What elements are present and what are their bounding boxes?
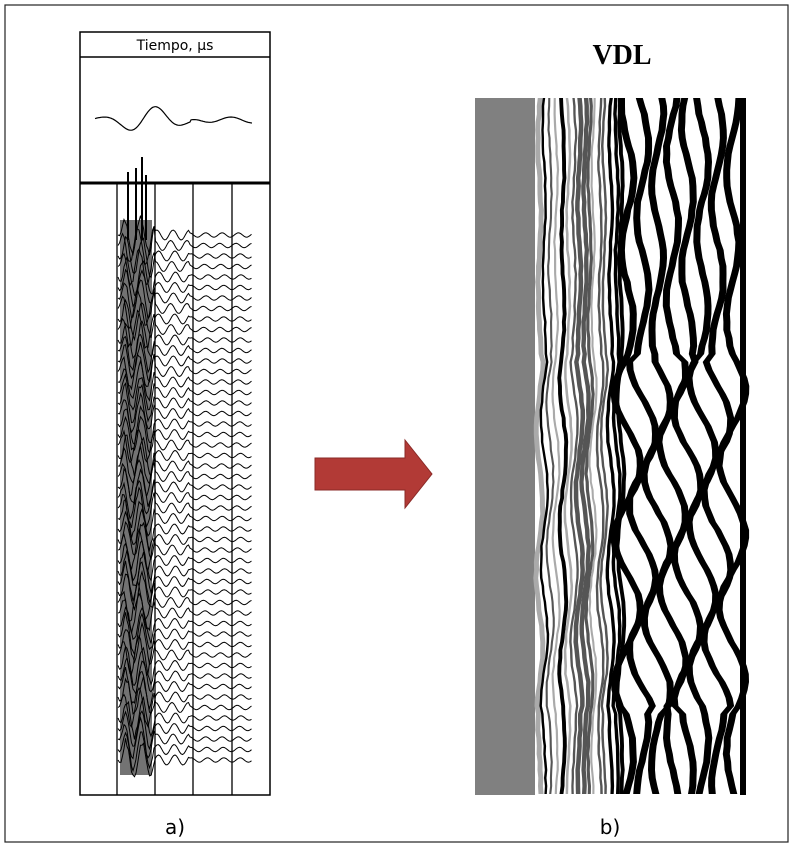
wavelet [94,106,253,131]
vdl-gray-band [475,98,535,795]
panel-a-header: Tiempo, µs [136,38,214,54]
waveform-dense [120,220,152,775]
vdl-stripe [584,98,595,794]
vdl-stripe [611,98,622,794]
vdl-stripe [610,98,644,794]
vdl-stripe [640,98,675,794]
vdl-stripe [700,98,735,794]
vdl-stripe [573,98,586,794]
vdl-stripe [551,98,561,794]
vdl-stripe [563,98,574,794]
vdl-stripe [615,98,627,794]
vdl-stripe [599,98,609,794]
panel-b-title: VDL [592,40,651,71]
vdl-stripe [539,98,550,794]
vdl-stripe [670,98,705,794]
vdl-stripe [588,98,598,794]
panel-a-label: a) [165,815,185,839]
vdl-edge [740,98,746,795]
vdl-stripe [595,98,605,794]
vdl-stripe [655,98,690,794]
vdl-stripe [569,98,579,794]
panel-b-label: b) [600,815,621,839]
vdl-stripe [545,98,555,794]
vdl-stripe [605,98,616,794]
vdl-stripe [715,98,750,794]
waveform-trace [117,215,252,257]
vdl-stripe [557,98,569,794]
panel-a: Tiempo, µs [79,31,271,796]
panel-a-frame [79,31,271,796]
vdl-stripe [579,98,591,794]
vdl-stripe [533,98,546,794]
panel-b [475,98,750,795]
arrow [314,438,433,510]
